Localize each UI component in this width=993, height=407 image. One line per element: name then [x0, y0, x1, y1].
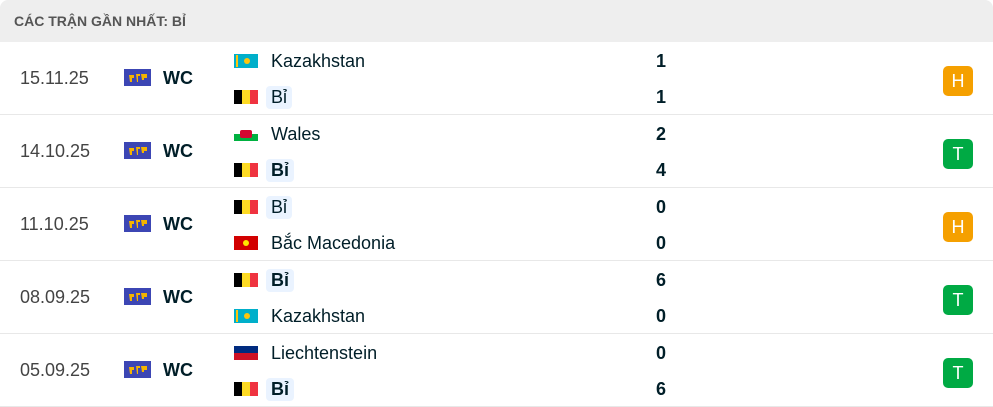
world-map-icon — [124, 69, 151, 86]
match-date: 14.10.25 — [20, 141, 91, 161]
result-badge: T — [943, 285, 973, 315]
result-badge: H — [943, 212, 973, 242]
competition[interactable]: WC — [163, 287, 193, 307]
team-away[interactable]: Bỉ — [234, 158, 294, 182]
result-badge: H — [943, 66, 973, 96]
match-row[interactable]: 15.11.25 WC Kazakhstan Bỉ 1 1 H — [0, 42, 993, 115]
home-score: 0 — [656, 343, 667, 363]
result-badge: T — [943, 358, 973, 388]
kazakhstan-flag-icon — [234, 309, 258, 323]
world-map-icon — [124, 215, 151, 232]
section-title: CÁC TRẬN GẦN NHẤT: BỈ — [14, 13, 186, 29]
wales-flag-icon — [234, 127, 258, 141]
team-name: Bỉ — [266, 195, 293, 219]
kazakhstan-flag-icon — [234, 54, 258, 68]
match-row[interactable]: 08.09.25 WC Bỉ Kazakhstan 6 0 T — [0, 261, 993, 334]
team-name: Bỉ — [266, 85, 293, 109]
team-away[interactable]: Bỉ — [234, 85, 293, 109]
world-map-icon — [124, 288, 151, 305]
home-score: 6 — [656, 270, 667, 290]
team-home[interactable]: Bỉ — [234, 268, 294, 292]
home-score: 1 — [656, 51, 667, 71]
team-name: Bỉ — [266, 377, 294, 401]
match-row[interactable]: 14.10.25 WC Wales Bỉ 2 4 T — [0, 115, 993, 188]
world-map-icon — [124, 142, 151, 159]
team-home[interactable]: Wales — [234, 122, 325, 146]
competition[interactable]: WC — [163, 141, 193, 161]
team-name: Liechtenstein — [271, 342, 378, 363]
match-date: 05.09.25 — [20, 360, 91, 380]
team-home[interactable]: Kazakhstan — [234, 49, 370, 73]
belgium-flag-icon — [234, 273, 258, 287]
team-home[interactable]: Liechtenstein — [234, 341, 382, 365]
team-away[interactable]: Bỉ — [234, 377, 294, 401]
away-score: 1 — [656, 87, 667, 107]
team-away[interactable]: Bắc Macedonia — [234, 231, 400, 255]
section-header: CÁC TRẬN GẦN NHẤT: BỈ — [0, 0, 993, 42]
team-away[interactable]: Kazakhstan — [234, 304, 370, 328]
away-score: 0 — [656, 233, 667, 253]
away-score: 4 — [656, 160, 667, 180]
team-name: Kazakhstan — [271, 305, 366, 326]
belgium-flag-icon — [234, 90, 258, 104]
home-score: 2 — [656, 124, 667, 144]
belgium-flag-icon — [234, 163, 258, 177]
competition[interactable]: WC — [163, 68, 193, 88]
match-list: 15.11.25 WC Kazakhstan Bỉ 1 1 H 14.10.25 W… — [0, 42, 993, 407]
competition[interactable]: WC — [163, 360, 193, 380]
match-date: 15.11.25 — [20, 68, 89, 88]
world-map-icon — [124, 361, 151, 378]
team-name: Wales — [271, 123, 321, 144]
liechtenstein-flag-icon — [234, 346, 258, 360]
home-score: 0 — [656, 197, 667, 217]
away-score: 0 — [656, 306, 667, 326]
team-name: Bắc Macedonia — [271, 232, 396, 253]
match-row[interactable]: 11.10.25 WC Bỉ Bắc Macedonia 0 0 H — [0, 188, 993, 261]
team-name: Bỉ — [266, 158, 294, 182]
team-name: Kazakhstan — [271, 50, 366, 71]
result-badge: T — [943, 139, 973, 169]
match-date: 08.09.25 — [20, 287, 91, 307]
match-row[interactable]: 05.09.25 WC Liechtenstein Bỉ 0 6 T — [0, 334, 993, 407]
north-macedonia-flag-icon — [234, 236, 258, 250]
belgium-flag-icon — [234, 382, 258, 396]
competition[interactable]: WC — [163, 214, 193, 234]
team-name: Bỉ — [266, 268, 294, 292]
away-score: 6 — [656, 379, 667, 399]
match-date: 11.10.25 — [20, 214, 89, 234]
team-home[interactable]: Bỉ — [234, 195, 293, 219]
belgium-flag-icon — [234, 200, 258, 214]
